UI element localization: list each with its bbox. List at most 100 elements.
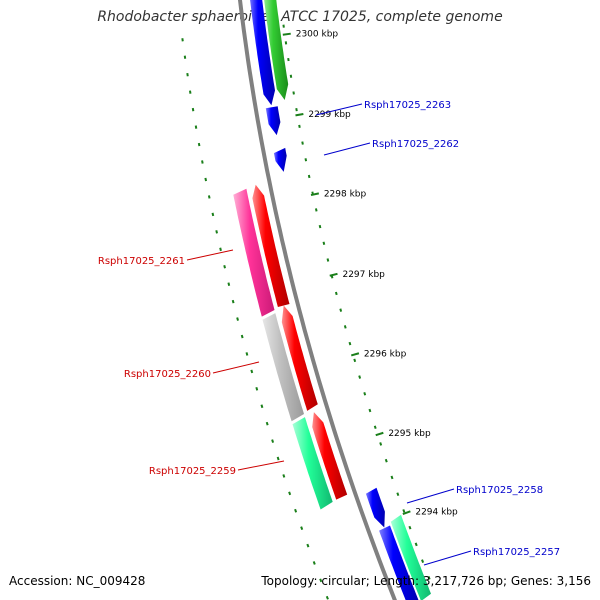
inner-tick-mark: [325, 595, 329, 600]
major-tick-mark: [375, 431, 384, 437]
outer-tick-mark: [348, 341, 352, 346]
inner-tick-mark: [194, 125, 198, 129]
inner-feature-teal: [292, 417, 333, 510]
outer-tick-mark: [353, 358, 357, 363]
outer-feature-teal: [390, 514, 431, 600]
tick-label: 2294 kbp: [415, 507, 458, 517]
outer-tick-mark: [368, 408, 372, 413]
outer-tick-mark: [373, 425, 377, 430]
gene-label-leader: [423, 550, 472, 566]
gene-label-leader: [237, 460, 285, 471]
inner-tick-mark: [271, 439, 275, 443]
outer-tick-mark: [396, 492, 400, 496]
gene-label-leader: [186, 249, 234, 261]
tick-label: 2295 kbp: [388, 429, 431, 439]
inner-tick-mark: [276, 456, 280, 461]
outer-tick-mark: [304, 158, 308, 162]
outer-tick-mark: [427, 576, 431, 580]
inner-tick-mark: [219, 247, 222, 252]
outer-tick-mark: [343, 325, 347, 329]
outer-tick-mark: [295, 108, 298, 112]
major-tick-mark: [295, 113, 304, 117]
outer-tick-mark: [326, 258, 330, 262]
outer-tick-mark: [307, 174, 311, 179]
inner-tick-mark: [245, 352, 249, 356]
cds-block-rsph17025-2261: [252, 184, 290, 307]
inner-tick-mark: [227, 282, 231, 286]
major-tick-mark: [310, 192, 320, 197]
inner-tick-mark: [282, 474, 286, 478]
cds-block-rsph17025-2260: [281, 305, 318, 411]
inner-tick-mark: [300, 526, 304, 531]
gene-label-leader: [323, 142, 371, 156]
inner-tick-mark: [236, 317, 239, 321]
major-tick-mark: [282, 32, 291, 36]
gene-label: Rsph17025_2261: [98, 256, 185, 267]
inner-tick-mark: [294, 508, 298, 513]
gene-label: Rsph17025_2262: [372, 139, 459, 150]
tick-label: 2298 kbp: [324, 189, 367, 199]
genome-stats-text: Topology: circular; Length: 3,217,726 bp…: [261, 574, 591, 588]
outer-tick-mark: [379, 442, 383, 446]
inner-tick-mark: [231, 299, 235, 304]
inner-feature-gray: [262, 313, 304, 422]
gene-label: Rsph17025_2260: [124, 369, 211, 380]
outer-tick-mark: [363, 392, 367, 396]
outer-tick-mark: [314, 208, 318, 212]
map-title: Rhodobacter sphaeroides ATCC 17025, comp…: [97, 9, 503, 25]
tick-label: 2296 kbp: [364, 349, 407, 359]
outer-tick-mark: [408, 525, 412, 530]
cds-block-rsph17025-2259: [312, 412, 348, 500]
gene-label: Rsph17025_2259: [149, 466, 236, 477]
major-tick-mark: [402, 510, 411, 515]
tick-label: 2299 kbp: [308, 110, 351, 120]
tick-label: 2297 kbp: [342, 270, 385, 280]
inner-tick-mark: [197, 142, 201, 147]
inner-tick-mark: [204, 177, 208, 182]
outer-tick-mark: [339, 308, 343, 312]
outer-tick-mark: [322, 241, 326, 246]
inner-tick-mark: [207, 195, 211, 199]
cds-block-rsph17025-2262: [265, 106, 281, 136]
inner-tick-mark: [223, 264, 226, 269]
gene-label-leader: [315, 103, 363, 116]
outer-tick-mark: [318, 224, 322, 229]
gene-label-leader: [406, 488, 455, 504]
outer-tick-mark: [390, 475, 394, 480]
tick-layer: 2300 kbp 2299 kbp 2298 kbp 2297 kbp 2296 kbp…: [181, 24, 458, 600]
tick-label: 2300 kbp: [296, 30, 339, 40]
inner-tick-mark: [319, 578, 323, 583]
feature-layer: [233, 0, 431, 600]
backbone-line: [237, 0, 397, 600]
cds-block-rsph17025-2258: [365, 487, 385, 528]
gene-label: Rsph17025_2263: [364, 100, 451, 111]
inner-tick-mark: [215, 230, 218, 234]
inner-tick-mark: [201, 160, 204, 164]
outer-tick-mark: [334, 291, 338, 296]
inner-tick-mark: [250, 369, 254, 374]
inner-tick-mark: [306, 543, 310, 548]
gene-label-leader: [212, 361, 260, 374]
label-layer: Rsph17025_2263 Rsph17025_2262 Rsph17025_22…: [98, 100, 560, 566]
inner-tick-mark: [288, 491, 292, 496]
inner-tick-mark: [312, 561, 316, 565]
outer-tick-mark: [414, 542, 418, 547]
outer-tick-mark: [384, 458, 388, 463]
outer-feature-green: [264, 0, 289, 100]
inner-tick-mark: [211, 212, 215, 217]
inner-tick-mark: [240, 334, 244, 339]
inner-tick-mark: [260, 404, 264, 409]
gene-label: Rsph17025_2257: [473, 547, 560, 558]
cds-block-rsph17025-2257: [379, 525, 419, 600]
inner-feature-magenta: [233, 188, 275, 317]
outer-tick-mark: [421, 559, 425, 563]
accession-text: Accession: NC_009428: [9, 574, 146, 588]
inner-tick-mark: [265, 421, 269, 426]
cds-block-rsph17025-2263: [250, 0, 275, 106]
outer-tick-mark: [358, 375, 362, 379]
inner-tick-mark: [191, 107, 195, 112]
major-tick-mark: [350, 352, 360, 357]
major-tick-mark: [329, 272, 338, 277]
